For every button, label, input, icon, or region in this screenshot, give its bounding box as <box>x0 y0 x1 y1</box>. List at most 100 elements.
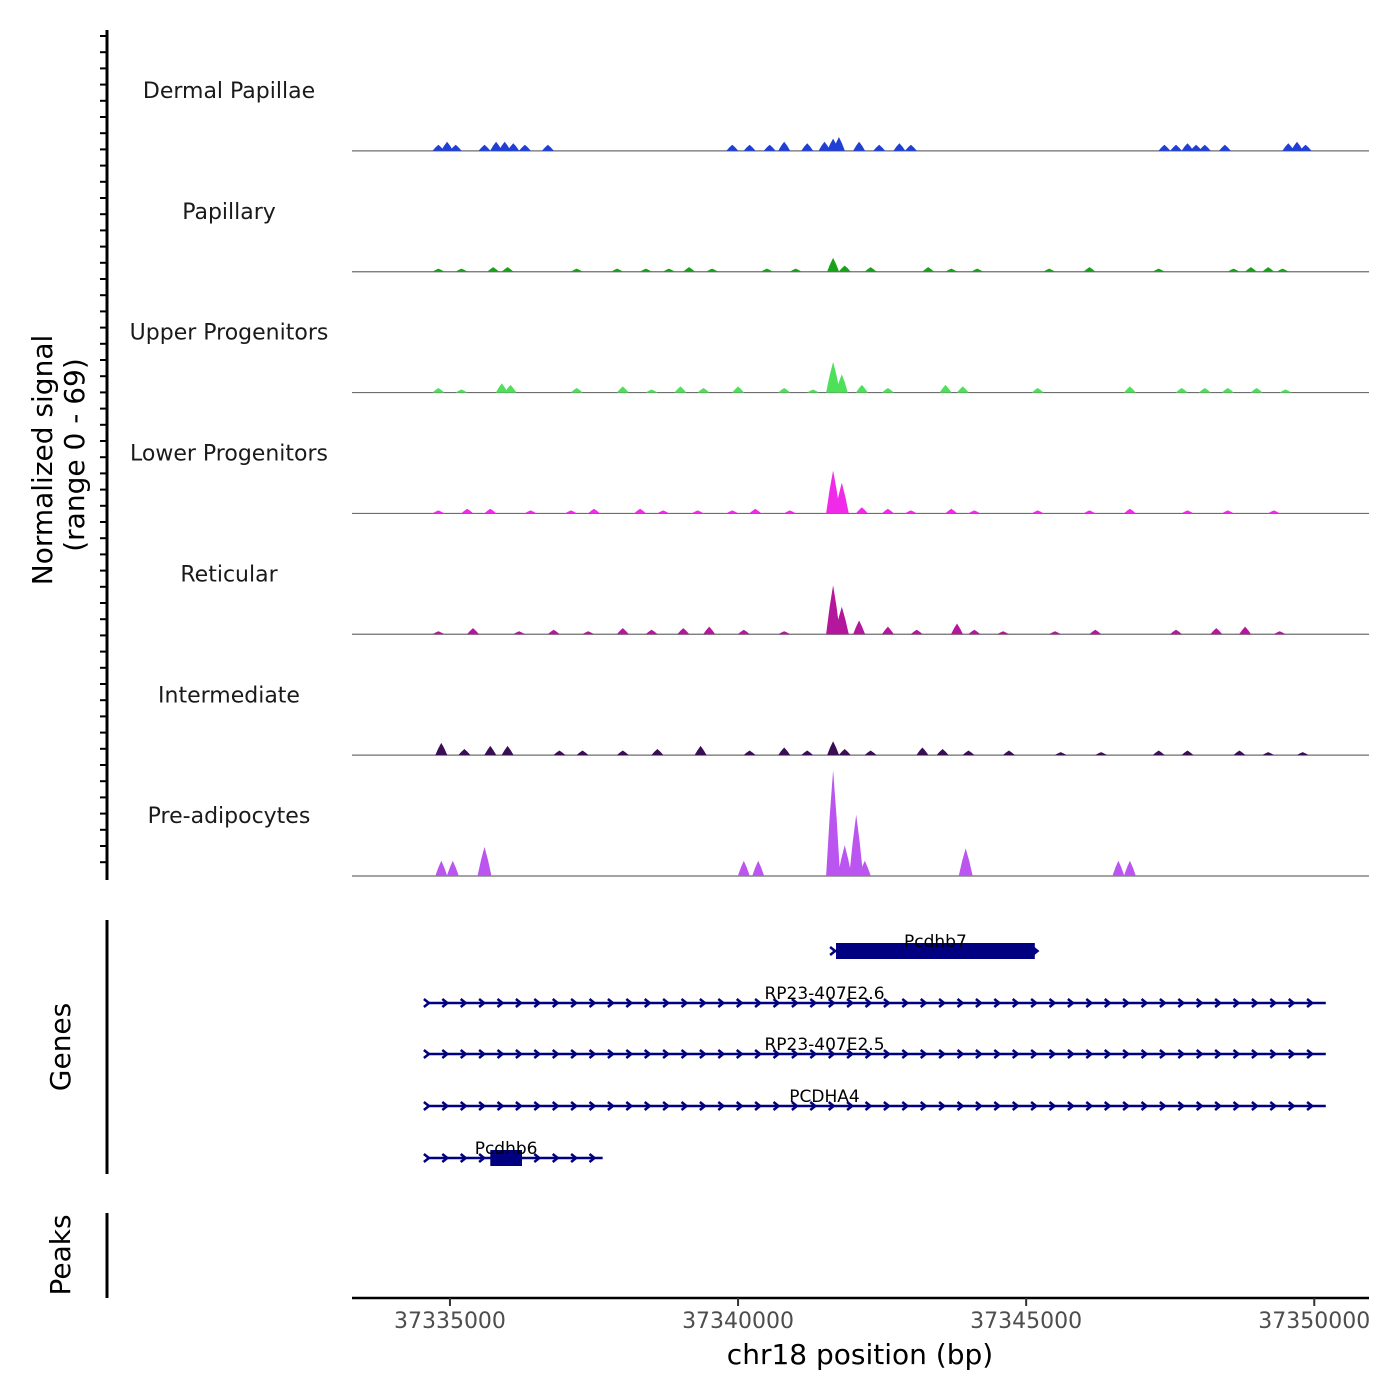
strand-arrow <box>1232 998 1241 1008</box>
strand-arrow <box>643 1049 652 1059</box>
strand-arrow <box>829 946 838 956</box>
signal-peak <box>801 143 814 151</box>
strand-arrow <box>754 1101 763 1111</box>
strand-arrow <box>1030 1049 1039 1059</box>
signal-peak <box>691 510 704 514</box>
strand-arrow <box>625 1101 634 1111</box>
strand-arrow <box>956 998 965 1008</box>
signal-peak <box>858 860 871 876</box>
strand-arrow <box>1306 1049 1315 1059</box>
strand-arrow <box>1048 1049 1057 1059</box>
signal-peak <box>838 265 851 272</box>
strand-arrow <box>1048 1101 1057 1111</box>
signal-peak <box>432 631 445 635</box>
strand-arrow <box>551 1153 560 1163</box>
signal-peak <box>611 268 624 272</box>
signal-peak <box>873 144 886 151</box>
signal-peak <box>939 384 952 393</box>
signal-peak <box>504 384 517 393</box>
strand-arrow <box>1103 998 1112 1008</box>
signal-peak <box>582 631 595 635</box>
gene-exon <box>490 1150 522 1166</box>
signal-peak <box>706 268 719 272</box>
strand-arrow <box>423 1153 431 1163</box>
signal-peak <box>1152 750 1165 756</box>
genes-track: Pcdhb7 RP23-407E2.6 RP23-407E2.5 PCDHA4 Pcdh… <box>423 932 1326 1166</box>
strand-arrow <box>1103 1101 1112 1111</box>
signal-y-axis-ticks <box>100 35 107 864</box>
peaks-track-title: Peaks <box>44 1214 77 1295</box>
track-lower-progenitors: Lower Progenitors <box>130 442 1369 515</box>
strand-arrow <box>570 1049 579 1059</box>
signal-peak <box>971 268 984 272</box>
strand-arrow <box>570 998 579 1008</box>
strand-arrow <box>1011 1049 1020 1059</box>
signal-peak <box>570 388 583 393</box>
signal-peak <box>1089 629 1102 635</box>
strand-arrow <box>662 998 671 1008</box>
strand-arrow <box>938 998 947 1008</box>
strand-arrow <box>809 1101 818 1111</box>
signal-peak <box>1198 144 1211 151</box>
signal-peak <box>1262 752 1275 756</box>
signal-peak <box>441 141 454 151</box>
signal-peak <box>951 623 963 635</box>
track-intermediate: Intermediate <box>158 683 1369 756</box>
signal-peak <box>1276 268 1289 272</box>
strand-arrow <box>588 1153 597 1163</box>
strand-arrow <box>607 1049 615 1059</box>
signal-peak <box>855 384 868 393</box>
signal-peak <box>1043 268 1056 272</box>
signal-peak <box>818 141 831 151</box>
signal-peak <box>455 389 468 393</box>
signal-peak <box>634 508 647 514</box>
strand-arrow <box>680 1049 689 1059</box>
signal-peak <box>743 750 756 756</box>
strand-arrow <box>459 1049 468 1059</box>
signal-peak <box>1233 750 1246 756</box>
signal-peak <box>432 144 445 151</box>
strand-arrow <box>459 998 468 1008</box>
strand-arrow <box>993 998 1002 1008</box>
strand-arrow <box>1269 1101 1278 1111</box>
signal-peak <box>458 749 471 756</box>
track-label: Lower Progenitors <box>130 442 328 467</box>
signal-peak <box>827 741 840 756</box>
strand-arrow <box>515 1049 523 1059</box>
signal-peak <box>849 814 864 876</box>
strand-arrow <box>735 1101 744 1111</box>
signal-peak <box>498 141 511 151</box>
strand-arrow <box>883 1101 891 1111</box>
strand-arrow <box>533 1049 542 1059</box>
strand-arrow <box>1287 1049 1296 1059</box>
signal-peak <box>1239 626 1252 635</box>
signal-peak <box>789 268 802 272</box>
signal-peak <box>455 268 468 272</box>
signal-peak <box>467 628 479 635</box>
x-axis-title: chr18 position (bp) <box>727 1338 993 1371</box>
strand-arrow <box>1122 1101 1131 1111</box>
strand-arrow <box>1085 1101 1094 1111</box>
strand-arrow <box>551 1101 560 1111</box>
gene-rp23-407e2-6: RP23-407E2.6 <box>423 984 1326 1008</box>
strand-arrow <box>1251 1101 1259 1111</box>
signal-peak <box>726 510 739 514</box>
signal-peak <box>645 629 658 635</box>
strand-arrow <box>625 998 634 1008</box>
signal-peak <box>484 508 497 514</box>
strand-arrow <box>588 1101 597 1111</box>
strand-arrow <box>441 1153 450 1163</box>
strand-arrow <box>496 1049 505 1059</box>
strand-arrow <box>570 1153 579 1163</box>
signal-peak <box>1123 860 1136 876</box>
signal-peak <box>449 144 462 151</box>
signal-peak <box>752 860 765 876</box>
strand-arrow <box>956 1101 965 1111</box>
signal-peak <box>507 143 520 151</box>
signal-peak <box>893 143 906 151</box>
signal-peak <box>945 268 958 272</box>
signal-peak <box>662 268 675 272</box>
signal-peak <box>910 629 923 635</box>
signal-peak <box>1123 386 1136 393</box>
strand-arrow <box>643 1101 652 1111</box>
